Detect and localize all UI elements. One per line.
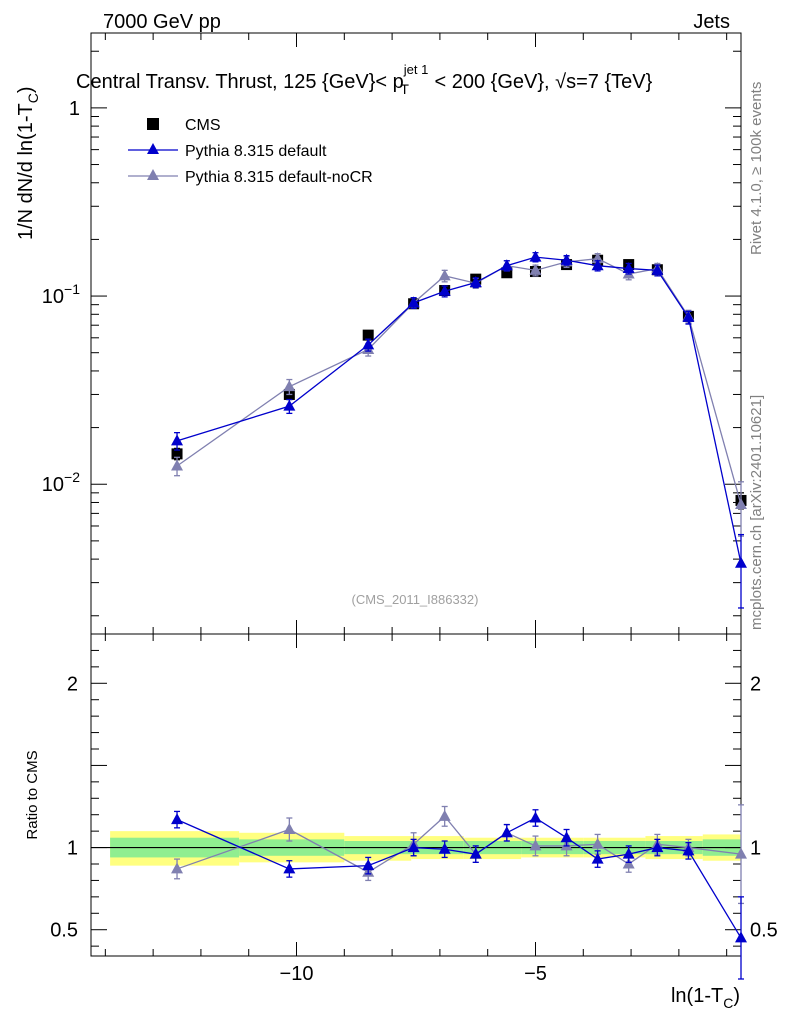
pythia-nocr-line — [176, 258, 742, 505]
ratio-ytick-label-right: 0.5 — [750, 920, 778, 942]
cms-point — [171, 448, 183, 460]
pythia-default-point — [651, 263, 664, 275]
mcplots-label: mcplots.cern.ch [arXiv:2401.10621] — [748, 395, 765, 630]
ratio-pythia-nocr-point — [591, 837, 604, 849]
ratio-pythia-default-line — [176, 817, 742, 939]
pythia-default-point — [500, 259, 513, 271]
ylabel-post: ) — [15, 86, 37, 93]
ratio-plot-area: −10 −5 0.5 0.5 1 1 2 2 — [50, 633, 778, 985]
xlabel: ln(1-TC) — [671, 985, 740, 1011]
ratio-ytick-label: 2 — [67, 673, 78, 695]
pythia-default-point — [438, 284, 451, 296]
ratio-ytick-label: 1 — [67, 838, 78, 860]
xlabel-pre: ln(1-T — [671, 985, 723, 1007]
ratio-pythia-default-point — [735, 931, 747, 943]
ratio-pythia-default-point — [469, 847, 482, 859]
pythia-nocr-point — [529, 263, 542, 275]
main-plot-area: 1 10−1 10−2 — [42, 32, 747, 635]
category-label: Jets — [693, 11, 730, 33]
legend-label-default: Pythia 8.315 default — [185, 143, 327, 160]
ratio-pythia-default-point — [560, 831, 573, 843]
pythia-default-point — [560, 253, 573, 265]
ratio-frame — [90, 633, 742, 957]
ratio-pythia-default-point — [171, 813, 184, 825]
pythia-default-point — [362, 338, 375, 350]
analysis-id: (CMS_2011_I886332) — [352, 592, 479, 607]
pythia-default-point — [171, 434, 184, 446]
beam-label: 7000 GeV pp — [103, 11, 221, 33]
legend-label-cms: CMS — [185, 117, 221, 134]
pythia-default-point — [591, 259, 604, 271]
title-part-sup: jet 1 — [403, 62, 429, 77]
ratio-pythia-default-point — [438, 842, 451, 854]
xlabel-post: ) — [733, 985, 740, 1007]
title-part-post-a: < 200 {GeV}, — [429, 71, 555, 93]
ratio-pythia-nocr-point — [735, 847, 747, 859]
ratio-pythia-nocr-point — [529, 839, 542, 851]
pythia-default-point — [283, 399, 296, 411]
ratio-pythia-default-point — [651, 841, 664, 853]
legend-marker-default — [147, 143, 159, 154]
ratio-pythia-default-point — [283, 862, 296, 874]
ratio-pythia-default-point — [500, 826, 513, 838]
pythia-nocr-point — [438, 269, 451, 281]
legend: CMS Pythia 8.315 default Pythia 8.315 de… — [128, 117, 373, 186]
main-ytick-label: 10−2 — [42, 469, 80, 496]
ratio-pythia-default-point — [591, 852, 604, 864]
legend-marker-nocr — [147, 169, 159, 180]
pythia-default-point — [529, 250, 542, 262]
pythia-default-point — [469, 276, 482, 288]
title-part-post-b: s=7 {TeV} — [566, 71, 653, 93]
ratio-pythia-default-point — [407, 841, 420, 853]
legend-marker-cms — [147, 118, 159, 130]
xtick-label: −5 — [524, 963, 547, 985]
pythia-default-point — [682, 310, 695, 322]
ratio-pythia-nocr-point — [283, 823, 296, 834]
cms-point — [362, 329, 374, 341]
main-ytick-label: 10−1 — [42, 281, 80, 308]
ratio-pythia-default-point — [682, 844, 695, 856]
pythia-nocr-point — [735, 498, 747, 510]
title-part-sqrt: √ — [555, 71, 566, 93]
pythia-default-point — [622, 262, 635, 274]
pythia-default-point — [407, 296, 420, 308]
ratio-ytick-label: 0.5 — [50, 920, 78, 942]
ylabel-sub: C — [25, 93, 41, 103]
ylabel-pre: 1/N dN/d ln(1-T — [15, 103, 37, 240]
title-part-sub: T — [400, 81, 409, 97]
ratio-pythia-default-point — [362, 859, 375, 871]
legend-label-nocr: Pythia 8.315 default-noCR — [185, 169, 373, 186]
ratio-ylabel: Ratio to CMS — [24, 750, 41, 839]
title-part-pre: Central Transv. Thrust, 125 {GeV}< p — [76, 71, 404, 93]
ratio-ytick-label-right: 1 — [750, 838, 761, 860]
plot-title: Central Transv. Thrust, 125 {GeV}< pjet … — [76, 62, 653, 97]
pythia-nocr-point — [283, 380, 296, 392]
pythia-default-line — [176, 256, 742, 564]
main-ytick-label: 1 — [69, 98, 80, 120]
xlabel-sub: C — [723, 995, 733, 1011]
rivet-label: Rivet 4.1.0, ≥ 100k events — [748, 82, 765, 255]
main-ylabel: 1/N dN/d ln(1-TC) — [15, 86, 41, 240]
ratio-pythia-nocr-point — [171, 862, 184, 874]
pythia-nocr-point — [171, 459, 184, 471]
xtick-label: −10 — [280, 963, 314, 985]
ratio-pythia-default-point — [622, 847, 635, 859]
ratio-pythia-default-point — [529, 811, 542, 823]
ratio-ytick-label-right: 2 — [750, 673, 761, 695]
ratio-pythia-nocr-point — [438, 809, 451, 821]
cms-point — [501, 267, 513, 279]
pythia-default-point — [735, 556, 747, 568]
